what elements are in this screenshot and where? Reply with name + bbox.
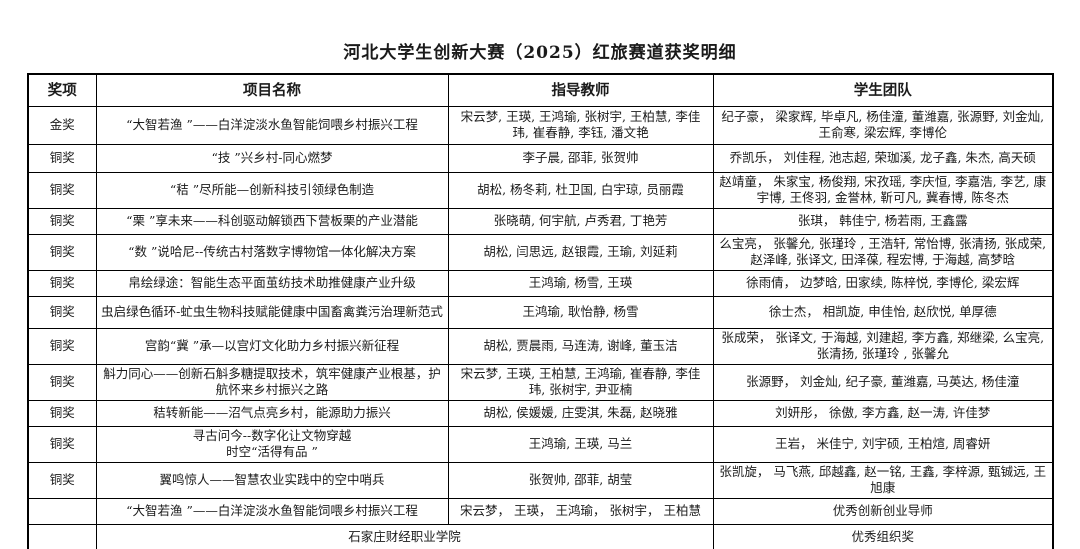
table-row: 铜奖 “秸 ”尽所能—创新科技引领绿色制造 胡松, 杨冬莉, 杜卫国, 白宇琼,… bbox=[27, 171, 1054, 209]
table-row: 铜奖 寻古问今--数字化让文物穿越 时空“活得有品 ” 王鸿瑜, 王瑛, 马兰 … bbox=[27, 425, 1054, 463]
students-cell: 乔凯乐， 刘佳程, 池志超, 荣珈溪, 龙子鑫, 朱杰, 高天硕 bbox=[712, 143, 1054, 173]
award-cell bbox=[27, 523, 97, 549]
project-cell: “栗 ”享未来——科创驱动解锁西下营板栗的产业潜能 bbox=[95, 207, 449, 235]
project-cell: 斛力同心——创新石斛多糖提取技术，筑牢健康产业根基，护航怀来乡村振兴之路 bbox=[95, 363, 449, 401]
award-cell: 铜奖 bbox=[27, 295, 97, 329]
table-row: 金奖 “大智若渔 ”——白洋淀淡水鱼智能饲喂乡村振兴工程 宋云梦, 王瑛, 王鸿… bbox=[27, 105, 1054, 145]
teachers-cell: 李子晨, 邵菲, 张贺帅 bbox=[447, 143, 714, 173]
students-cell: 徐士杰， 相凯旋, 申佳怡, 赵欣悦, 单厚德 bbox=[712, 295, 1054, 329]
award-cell: 铜奖 bbox=[27, 363, 97, 401]
project-cell: “大智若渔 ”——白洋淀淡水鱼智能饲喂乡村振兴工程 bbox=[95, 105, 449, 145]
table-row: 铜奖 “技 ”兴乡村-同心燃梦 李子晨, 邵菲, 张贺帅 乔凯乐， 刘佳程, 池… bbox=[27, 143, 1054, 173]
teachers-cell: 宋云梦， 王瑛， 王鸿瑜， 张树宇， 王柏慧 bbox=[447, 497, 714, 525]
teachers-cell: 王鸿瑜, 耿怡静, 杨雪 bbox=[447, 295, 714, 329]
award-cell: 金奖 bbox=[27, 105, 97, 145]
award-cell: 铜奖 bbox=[27, 327, 97, 365]
project-cell: “技 ”兴乡村-同心燃梦 bbox=[95, 143, 449, 173]
teachers-cell: 胡松, 杨冬莉, 杜卫国, 白宇琼, 员丽霞 bbox=[447, 171, 714, 209]
table-row: 铜奖 斛力同心——创新石斛多糖提取技术，筑牢健康产业根基，护航怀来乡村振兴之路 … bbox=[27, 363, 1054, 401]
teachers-cell: 张贺帅, 邵菲, 胡莹 bbox=[447, 461, 714, 499]
project-cell: “秸 ”尽所能—创新科技引领绿色制造 bbox=[95, 171, 449, 209]
table-row: “大智若渔 ”——白洋淀淡水鱼智能饲喂乡村振兴工程 宋云梦， 王瑛， 王鸿瑜， … bbox=[27, 497, 1054, 525]
header-teachers: 指导教师 bbox=[447, 73, 714, 107]
table-row: 铜奖 虫启绿色循环-虻虫生物科技赋能健康中国畜禽粪污治理新范式 王鸿瑜, 耿怡静… bbox=[27, 295, 1054, 329]
award-cell: 铜奖 bbox=[27, 207, 97, 235]
table-row: 铜奖 宫韵“冀 ”承—以宫灯文化助力乡村振兴新征程 胡松, 贾晨雨, 马连涛, … bbox=[27, 327, 1054, 365]
students-cell: 张源野， 刘金灿, 纪子豪, 董潍嘉, 马英达, 杨佳潼 bbox=[712, 363, 1054, 401]
header-student-team: 学生团队 bbox=[712, 73, 1054, 107]
award-cell: 铜奖 bbox=[27, 399, 97, 427]
award-cell: 铜奖 bbox=[27, 269, 97, 297]
table-row: 铜奖 “栗 ”享未来——科创驱动解锁西下营板栗的产业潜能 张晓萌, 何宇航, 卢… bbox=[27, 207, 1054, 235]
award-cell: 铜奖 bbox=[27, 461, 97, 499]
students-cell: 张凯旋， 马飞燕, 邱越鑫, 赵一铭, 王鑫, 李梓源, 甄铖远, 王旭康 bbox=[712, 461, 1054, 499]
students-cell: 么宝亮， 张馨允, 张瑾玲 , 王浩轩, 常怡博, 张清扬, 张成荣, 赵泽峰,… bbox=[712, 233, 1054, 271]
students-cell: 张成荣， 张译文, 于海越, 刘建超, 李方鑫, 郑继梁, 么宝亮, 张清扬, … bbox=[712, 327, 1054, 365]
students-cell: 王岩， 米佳宁, 刘宇硕, 王柏煊, 周睿妍 bbox=[712, 425, 1054, 463]
students-cell: 赵靖童， 朱家宝, 杨俊翔, 宋孜瑶, 李庆恒, 李嘉浩, 李艺, 康宇博, 王… bbox=[712, 171, 1054, 209]
students-cell: 优秀创新创业导师 bbox=[712, 497, 1054, 525]
table-header-row: 奖项 项目名称 指导教师 学生团队 bbox=[27, 73, 1054, 107]
teachers-cell: 宋云梦, 王瑛, 王鸿瑜, 张树宇, 王柏慧, 李佳玮, 崔春静, 李钰, 潘文… bbox=[447, 105, 714, 145]
teachers-cell: 王鸿瑜, 杨雪, 王瑛 bbox=[447, 269, 714, 297]
table-row: 铜奖 帛绘绿途：智能生态平面茧纺技术助推健康产业升级 王鸿瑜, 杨雪, 王瑛 徐… bbox=[27, 269, 1054, 297]
header-project-name: 项目名称 bbox=[95, 73, 449, 107]
students-cell: 刘妍彤， 徐傲, 李方鑫, 赵一涛, 许佳梦 bbox=[712, 399, 1054, 427]
award-cell: 铜奖 bbox=[27, 143, 97, 173]
table-row: 铜奖 秸转新能——沼气点亮乡村，能源助力振兴 胡松, 侯媛媛, 庄雯淇, 朱磊,… bbox=[27, 399, 1054, 427]
teachers-cell: 张晓萌, 何宇航, 卢秀君, 丁艳芳 bbox=[447, 207, 714, 235]
teachers-cell: 胡松, 侯媛媛, 庄雯淇, 朱磊, 赵晓雅 bbox=[447, 399, 714, 427]
award-cell: 铜奖 bbox=[27, 171, 97, 209]
project-cell: 寻古问今--数字化让文物穿越 时空“活得有品 ” bbox=[95, 425, 449, 463]
awards-table: 奖项 项目名称 指导教师 学生团队 金奖 “大智若渔 ”——白洋淀淡水鱼智能饲喂… bbox=[27, 73, 1054, 549]
table-row: 铜奖 “数 ”说哈尼--传统古村落数字博物馆一体化解决方案 胡松, 闫思远, 赵… bbox=[27, 233, 1054, 271]
teachers-cell: 胡松, 贾晨雨, 马连涛, 谢峰, 董玉洁 bbox=[447, 327, 714, 365]
page-title: 河北大学生创新大赛（2025）红旅赛道获奖明细 bbox=[343, 43, 737, 63]
project-cell: 宫韵“冀 ”承—以宫灯文化助力乡村振兴新征程 bbox=[95, 327, 449, 365]
project-cell: 帛绘绿途：智能生态平面茧纺技术助推健康产业升级 bbox=[95, 269, 449, 297]
award-cell bbox=[27, 497, 97, 525]
teachers-cell: 王鸿瑜, 王瑛, 马兰 bbox=[447, 425, 714, 463]
table-row: 石家庄财经职业学院 优秀组织奖 bbox=[27, 523, 1054, 549]
organization-cell: 石家庄财经职业学院 bbox=[95, 523, 714, 549]
students-cell: 徐雨倩， 边梦晗, 田家续, 陈梓悦, 李博伦, 梁宏辉 bbox=[712, 269, 1054, 297]
award-cell: 铜奖 bbox=[27, 425, 97, 463]
teachers-cell: 胡松, 闫思远, 赵银霞, 王瑜, 刘延莉 bbox=[447, 233, 714, 271]
project-cell: 虫启绿色循环-虻虫生物科技赋能健康中国畜禽粪污治理新范式 bbox=[95, 295, 449, 329]
teachers-cell: 宋云梦, 王瑛, 王柏慧, 王鸿瑜, 崔春静, 李佳玮, 张树宇, 尹亚楠 bbox=[447, 363, 714, 401]
students-cell: 纪子豪， 梁家辉, 毕卓凡, 杨佳潼, 董潍嘉, 张源野, 刘金灿, 王俞寒, … bbox=[712, 105, 1054, 145]
students-cell: 优秀组织奖 bbox=[712, 523, 1054, 549]
award-cell: 铜奖 bbox=[27, 233, 97, 271]
project-cell: “大智若渔 ”——白洋淀淡水鱼智能饲喂乡村振兴工程 bbox=[95, 497, 449, 525]
project-cell: 秸转新能——沼气点亮乡村，能源助力振兴 bbox=[95, 399, 449, 427]
table-row: 铜奖 翼鸣惊人——智慧农业实践中的空中哨兵 张贺帅, 邵菲, 胡莹 张凯旋， 马… bbox=[27, 461, 1054, 499]
students-cell: 张琪， 韩佳宁, 杨若雨, 王鑫露 bbox=[712, 207, 1054, 235]
project-cell: “数 ”说哈尼--传统古村落数字博物馆一体化解决方案 bbox=[95, 233, 449, 271]
project-cell: 翼鸣惊人——智慧农业实践中的空中哨兵 bbox=[95, 461, 449, 499]
header-award: 奖项 bbox=[27, 73, 97, 107]
